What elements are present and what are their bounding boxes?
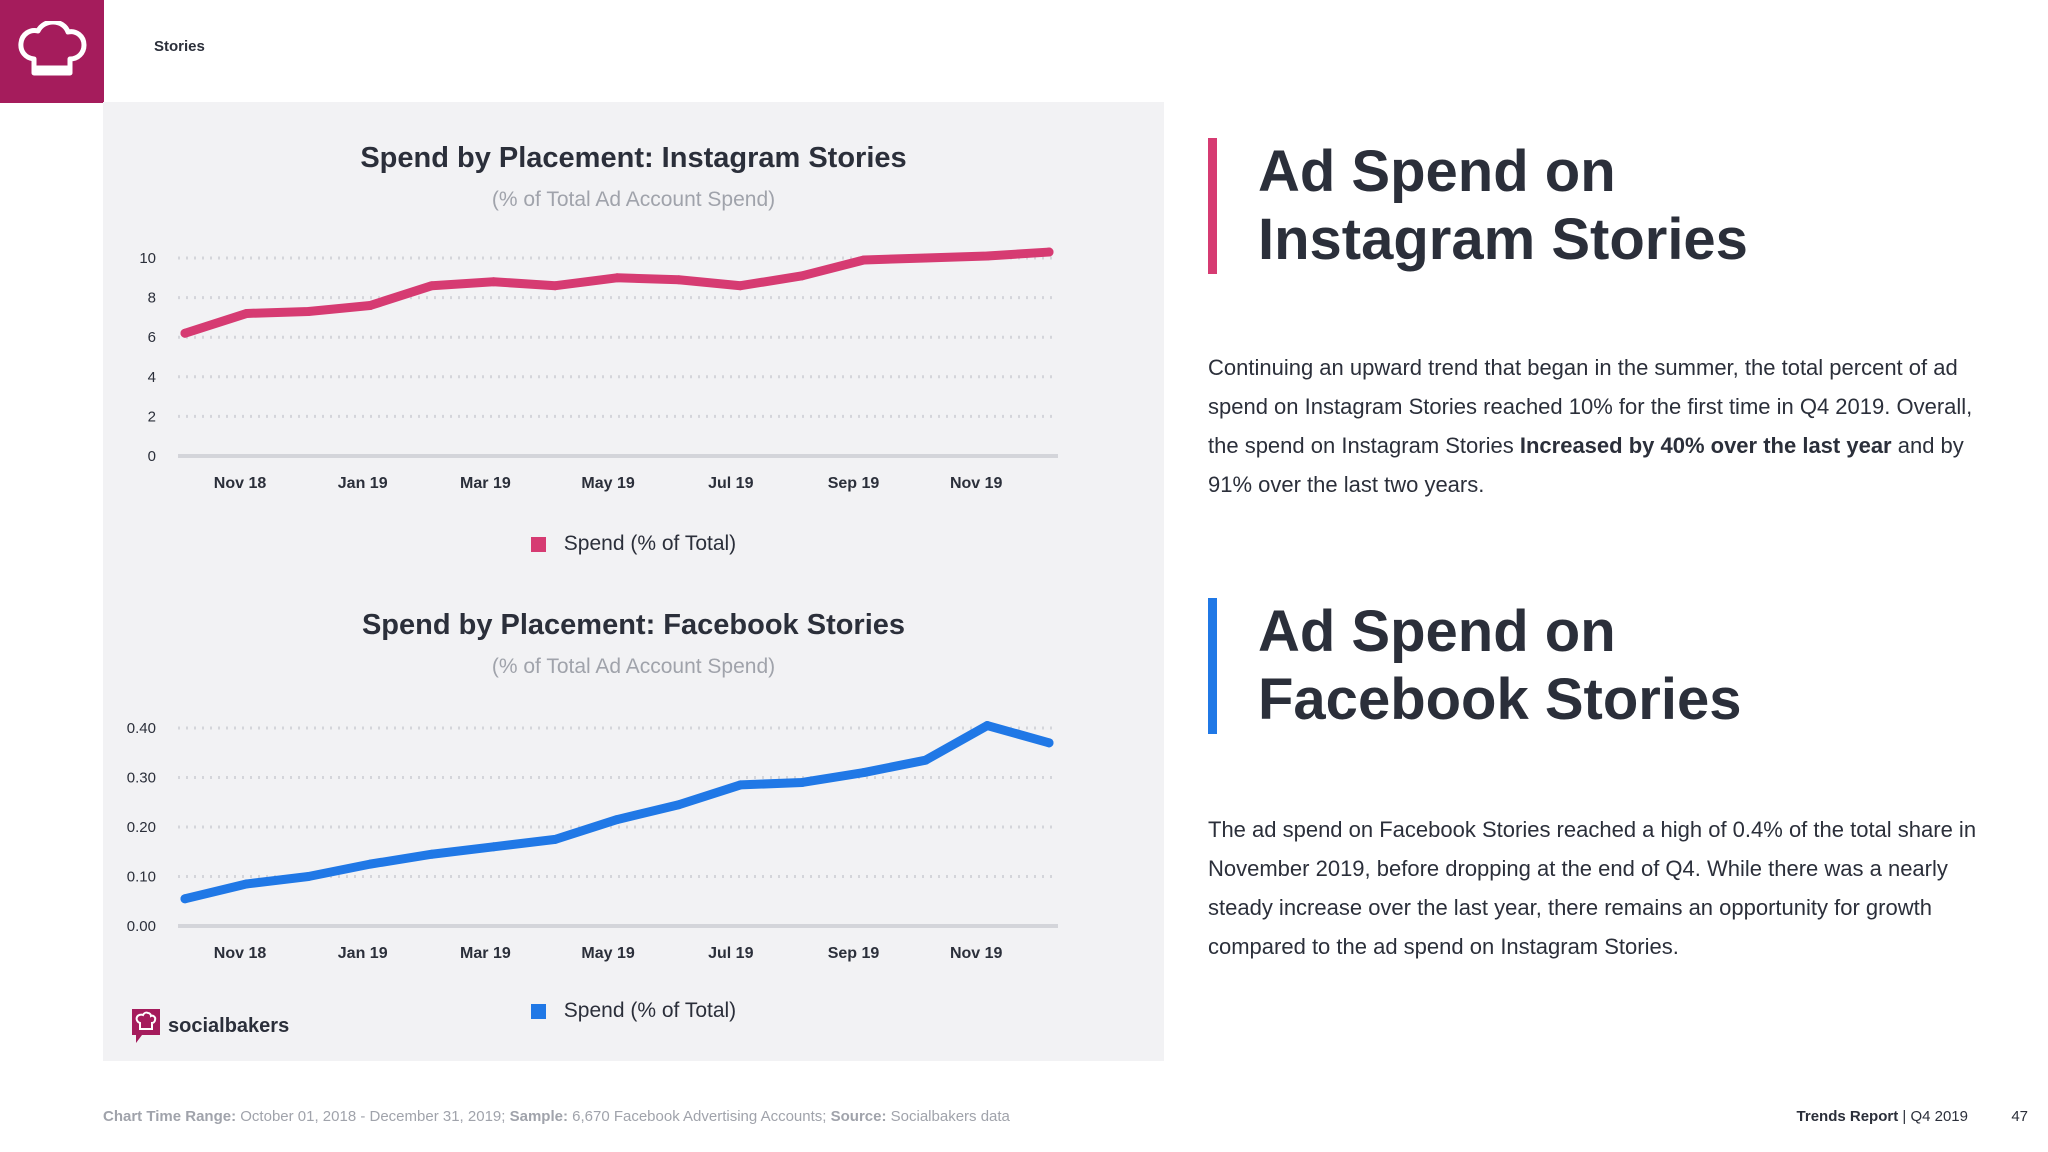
chart-1-data-point [982, 251, 992, 261]
instagram-heading: Ad Spend on Instagram Stories [1258, 139, 1748, 272]
instagram-accent-bar [1208, 138, 1217, 274]
chart-2-data-point [859, 768, 869, 778]
chart-1-y-tick-label: 6 [148, 329, 156, 346]
chart-1-data-point [427, 281, 437, 291]
chart-1-data-point [180, 328, 190, 338]
chart-2-data-point [303, 872, 313, 881]
page-number: 47 [2011, 1108, 2028, 1125]
chart-2-y-tick-label: 0.30 [127, 770, 156, 787]
chart-2-x-tick-label: Nov 19 [950, 945, 1003, 962]
chart-2-y-tick-label: 0.00 [127, 918, 156, 935]
chart-1-legend-label: Spend (% of Total) [563, 532, 737, 555]
footer-source: Chart Time Range: October 01, 2018 - Dec… [103, 1108, 1010, 1125]
chart-1-x-tick-label: Nov 19 [950, 475, 1003, 492]
instagram-body: Continuing an upward trend that began in… [1208, 348, 1988, 504]
section-tag: Stories [154, 38, 205, 55]
chart-1-x-tick-label: May 19 [581, 475, 634, 492]
chart-1-data-point [921, 253, 931, 263]
chart-2-data-point [674, 800, 684, 810]
footer-range-value: October 01, 2018 - December 31, 2019; [236, 1108, 510, 1125]
chart-1-y-tick-label: 8 [148, 290, 156, 307]
chart-2-subtitle: (% of Total Ad Account Spend) [491, 655, 776, 678]
chart-1-x-tick-label: Mar 19 [460, 475, 511, 492]
footer-period: | Q4 2019 [1898, 1108, 1968, 1125]
instagram-body-highlight: Increased by 40% over the last year [1519, 433, 1892, 458]
chart-1-data-point [550, 281, 560, 291]
socialbakers-brand: socialbakers [130, 1007, 289, 1045]
instagram-body-part-1: Continuing an upward trend that began in… [1208, 355, 1973, 458]
chart-2-y-tick-label: 0.20 [127, 819, 156, 836]
footer-sample-value: 6,670 Facebook Advertising Accounts; [567, 1108, 831, 1125]
chart-1-x-tick-label: Jul 19 [708, 475, 753, 492]
chart-1-data-point [365, 301, 375, 311]
chart-2-data-point [982, 721, 992, 731]
chart-2-data-point [1044, 738, 1054, 748]
facebook-accent-bar [1208, 598, 1217, 734]
chart-1-y-tick-label: 2 [148, 408, 156, 425]
chart-2-data-point [427, 849, 437, 859]
chart-1-data-point [303, 306, 313, 316]
chart-2-y-tick-label: 0.40 [127, 720, 156, 737]
chart-2-legend: Spend (% of Total) [103, 999, 1164, 1023]
chart-panel: Spend by Placement: Instagram Stories (%… [103, 102, 1164, 1061]
chart-2-x-tick-label: Mar 19 [460, 945, 511, 962]
chart-1-y-tick-label: 0 [148, 448, 156, 465]
instagram-body-part-3: and by 91% over the last two years. [1208, 433, 1964, 497]
brand-logo [0, 0, 104, 103]
footer-report: Trends Report | Q4 2019 [1797, 1108, 1968, 1125]
chart-2-data-point [921, 755, 931, 765]
chart-1-data-point [1044, 247, 1054, 257]
chart-1-y-tick-label: 4 [148, 369, 156, 386]
chart-1-data-point [735, 281, 745, 291]
chart-1-data-point [859, 255, 869, 265]
chef-hat-icon [18, 20, 87, 75]
footer-range-label: Chart Time Range: [103, 1108, 237, 1125]
brand-name: socialbakers [168, 1014, 290, 1037]
chart-2-data-point [550, 834, 560, 844]
footer-source-label: Source: [830, 1108, 887, 1125]
chart-2-legend-label: Spend (% of Total) [563, 999, 737, 1022]
chart-2-x-tick-label: Jul 19 [708, 945, 753, 962]
chart-2-series-line [180, 721, 1054, 904]
chart-1-x-tick-label: Sep 19 [828, 475, 880, 492]
chart-2-plot: 0.00 0.10 0.20 0.30 0.40 Nov 18 Jan 19 Mar 19 Ma… [127, 720, 1058, 962]
socialbakers-logo-icon [132, 1009, 160, 1043]
chart-1-x-tick-label: Jan 19 [338, 475, 388, 492]
chart-2-x-tick-label: May 19 [581, 945, 634, 962]
legend-swatch-instagram [530, 536, 546, 552]
chart-2-data-point [242, 879, 252, 889]
chart-2-data-point [735, 780, 745, 790]
facebook-heading: Ad Spend on Facebook Stories [1258, 599, 1742, 732]
chart-2-title: Spend by Placement: Facebook Stories [361, 609, 906, 641]
chart-2-data-point [797, 777, 807, 787]
chart-1-series-line [180, 247, 1054, 338]
chart-1-legend: Spend (% of Total) [103, 532, 1164, 556]
chart-1-data-point [674, 275, 684, 285]
chart-2-data-point [612, 815, 622, 825]
chart-1-y-tick-label: 10 [139, 250, 156, 267]
chart-1-data-point [797, 271, 807, 281]
chart-1-data-point [242, 308, 252, 318]
chart-1-data-point [489, 277, 499, 287]
facebook-body: The ad spend on Facebook Stories reached… [1208, 817, 1977, 959]
legend-swatch-facebook [530, 1003, 546, 1019]
chart-2-y-tick-label: 0.10 [127, 869, 156, 886]
footer-source-value: Socialbakers data [886, 1108, 1010, 1125]
footer-sample-label: Sample: [509, 1108, 568, 1125]
chart-2-x-tick-label: Sep 19 [828, 945, 880, 962]
footer-report-title: Trends Report [1796, 1108, 1899, 1125]
chart-2-data-point [489, 842, 499, 852]
chart-2-data-point [365, 859, 375, 869]
chart-2-data-point [180, 894, 190, 904]
chart-2-x-tick-label: Nov 18 [214, 945, 267, 962]
chart-1-data-point [612, 273, 622, 283]
chart-1-x-tick-label: Nov 18 [214, 475, 267, 492]
chart-1-subtitle: (% of Total Ad Account Spend) [491, 188, 776, 211]
chart-2-x-tick-label: Jan 19 [338, 945, 388, 962]
chart-1-plot: 0 2 4 6 8 10 Nov 18 Jan 19 Mar 19 May 19 Jul 19 Sep… [139, 247, 1058, 492]
chart-1-title: Spend by Placement: Instagram Stories [360, 142, 907, 174]
